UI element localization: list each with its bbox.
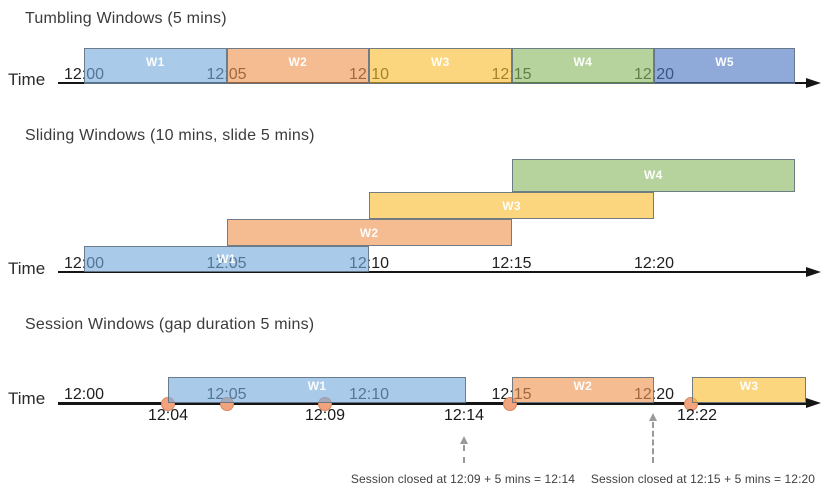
- event-time-label: 12:22: [676, 407, 718, 424]
- session-close-arrow-stem: [652, 422, 654, 463]
- window-label: W2: [573, 379, 593, 393]
- window-label: W5: [715, 55, 734, 69]
- window-bar-w4: [511, 48, 654, 84]
- window-label: W3: [502, 199, 521, 213]
- axis-tick-label: 12:20: [633, 255, 675, 272]
- window-bar-w3: [369, 48, 512, 84]
- window-label: W4: [643, 168, 663, 182]
- session-close-arrow-stem: [463, 445, 465, 463]
- event-time-label: 12:09: [304, 407, 346, 424]
- section-title-sliding: Sliding Windows (10 mins, slide 5 mins): [25, 127, 315, 144]
- time-axis-line: [58, 402, 808, 405]
- axis-tick-label: 12:15: [491, 255, 532, 272]
- time-axis-arrowhead: [806, 266, 821, 277]
- section-title-tumbling: Tumbling Windows (5 mins): [25, 10, 227, 27]
- time-axis-line: [58, 271, 808, 273]
- window-label: W2: [288, 55, 308, 69]
- window-label: W2: [359, 226, 379, 240]
- window-bar-w1: [168, 377, 466, 403]
- window-label: W4: [573, 55, 593, 69]
- time-axis-label: Time: [8, 259, 46, 278]
- window-bar-w1: [84, 246, 369, 272]
- event-time-label: 12:14: [443, 407, 485, 424]
- window-label: W3: [739, 379, 759, 393]
- event-time-label: 12:04: [147, 407, 189, 424]
- window-label: W1: [145, 55, 165, 69]
- window-bar-w2: [511, 377, 654, 403]
- session-close-annotation: Session closed at 12:09 + 5 mins = 12:14: [350, 472, 576, 486]
- window-label: W3: [430, 55, 450, 69]
- session-close-annotation: Session closed at 12:15 + 5 mins = 12:20: [590, 472, 816, 486]
- axis-tick-label: 12:00: [63, 386, 105, 403]
- session-close-arrowhead: [459, 436, 468, 444]
- window-bar-w3: [369, 192, 654, 219]
- window-bar-w2: [226, 219, 512, 246]
- window-bar-w4: [511, 159, 795, 192]
- session-close-arrowhead: [648, 413, 657, 421]
- window-label: W1: [217, 252, 236, 266]
- window-bar-w3: [692, 377, 806, 403]
- section-title-session: Session Windows (gap duration 5 mins): [25, 316, 315, 333]
- window-bar-w2: [226, 48, 369, 84]
- window-bar-w1: [84, 48, 227, 84]
- time-axis-label: Time: [8, 70, 46, 89]
- time-axis-arrowhead: [806, 397, 821, 408]
- time-axis-label: Time: [8, 389, 46, 408]
- time-axis-arrowhead: [806, 77, 821, 88]
- window-label: W1: [307, 379, 327, 393]
- window-bar-w5: [654, 48, 795, 84]
